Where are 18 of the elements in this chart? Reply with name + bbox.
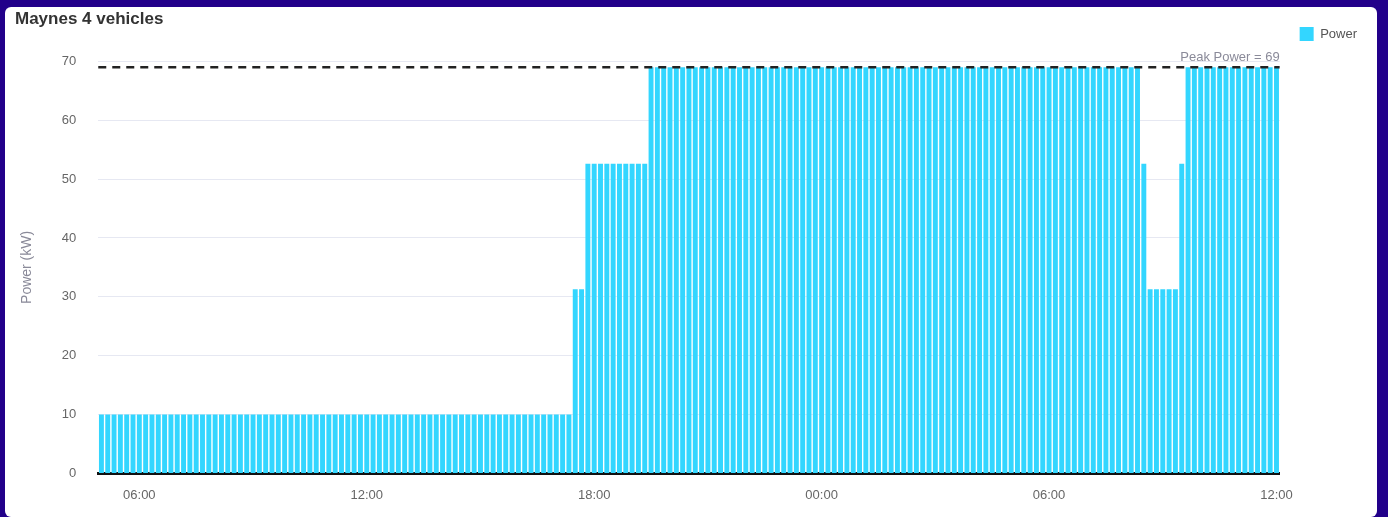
x-tick-label: 00:00 [805, 486, 838, 502]
x-tick-label: 18:00 [577, 486, 611, 502]
y-tick-label: 10 [61, 406, 77, 422]
y-tick-label: 60 [61, 111, 77, 127]
ref-line-label: Peak Power = 69 [1180, 49, 1280, 65]
x-tick-label: 06:00 [1032, 486, 1066, 502]
y-tick-label: 50 [61, 170, 77, 186]
chart-title: Maynes 4 vehicles [15, 8, 164, 28]
legend-label: Power [1320, 25, 1358, 41]
y-tick-label: 30 [61, 288, 77, 304]
y-tick-label: 70 [61, 52, 77, 68]
y-tick-label: 0 [69, 464, 77, 480]
x-tick-label: 06:00 [123, 486, 156, 502]
y-axis-title: Power (kW) [18, 230, 35, 304]
y-tick-label: 20 [61, 347, 77, 363]
x-tick-label: 12:00 [350, 486, 384, 502]
y-tick-label: 40 [61, 229, 77, 245]
x-tick-label: 12:00 [1260, 486, 1293, 502]
